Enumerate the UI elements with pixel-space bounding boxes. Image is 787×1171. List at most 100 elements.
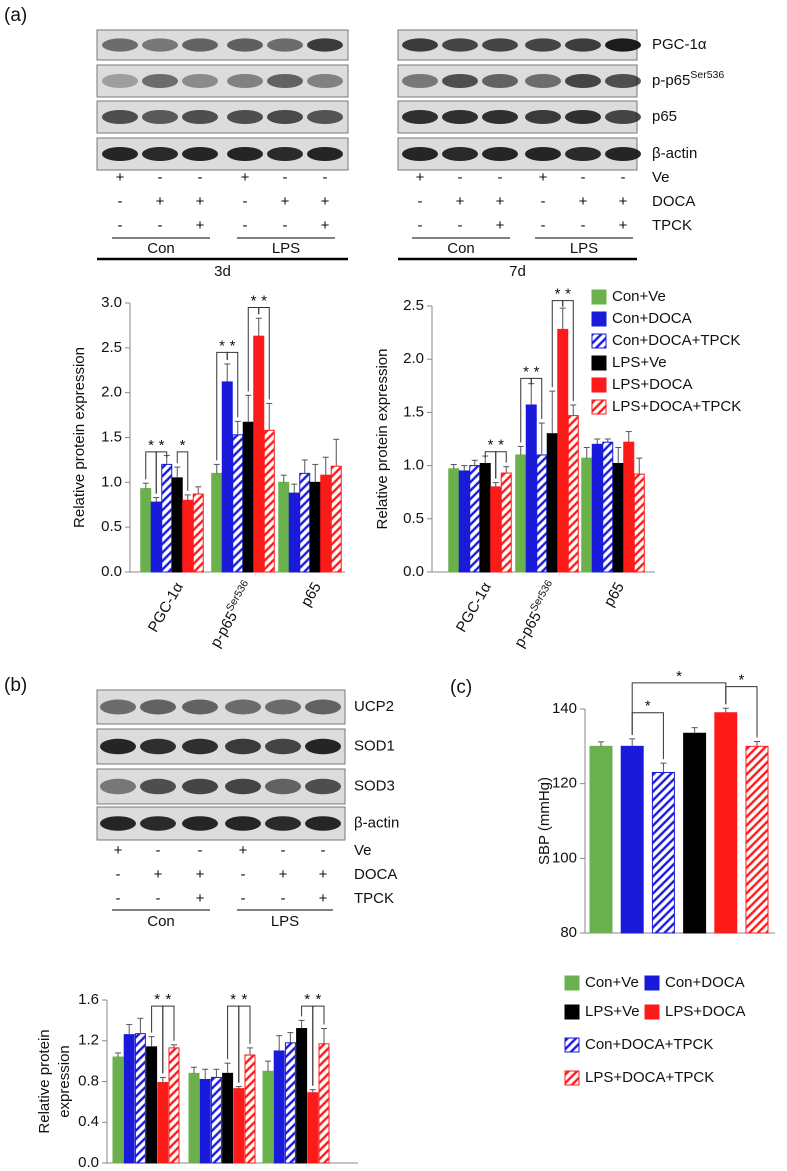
bar (320, 474, 332, 573)
blot-row-label: UCP2 (354, 698, 394, 715)
sign: - (116, 890, 121, 907)
blot-band (305, 738, 341, 755)
bar (469, 465, 481, 573)
blot-band (482, 38, 518, 52)
sign: + (321, 217, 330, 234)
y-tick-label: 1.0 (101, 473, 122, 490)
error-bar (517, 445, 524, 455)
error-bar (266, 402, 273, 431)
blot-band (525, 109, 561, 125)
bar (211, 472, 223, 573)
bar (299, 472, 311, 573)
bar (210, 1076, 222, 1164)
significance-bracket (176, 451, 189, 491)
bar (140, 488, 152, 573)
sign: + (279, 866, 288, 883)
y-tick-label: 0.8 (78, 1072, 99, 1089)
legend-swatch (591, 333, 607, 349)
blot-band (605, 73, 641, 89)
panel-label: (b) (4, 675, 27, 696)
error-bar (583, 447, 590, 459)
bar (192, 493, 204, 573)
legend-label: Con+DOCA (665, 974, 745, 991)
bar (168, 1047, 180, 1164)
x-tick-label-main: p-p65 (207, 609, 241, 651)
sign: - (198, 169, 203, 186)
blot-band (267, 73, 303, 89)
significance-label: * (498, 437, 504, 454)
blot-band (305, 816, 341, 831)
y-tick-label: 1.5 (101, 428, 122, 445)
error-bar (291, 483, 298, 494)
sign: + (456, 193, 465, 210)
legend-swatch (564, 1004, 580, 1020)
significance-bracket (725, 686, 758, 738)
y-axis-label: SBP (mmHg) (536, 777, 553, 865)
blot-band (267, 109, 303, 125)
error-bar (159, 1076, 166, 1083)
error-bar (115, 1052, 121, 1058)
blot-band (182, 738, 218, 755)
bar (623, 441, 635, 573)
treatment-label: TPCK (652, 217, 692, 234)
error-bar (153, 497, 160, 503)
blot-band (525, 38, 561, 52)
error-bar (301, 459, 308, 474)
group-label: LPS (272, 240, 300, 257)
bar (157, 1082, 169, 1164)
blot-band (307, 109, 343, 125)
sign: - (581, 217, 586, 234)
error-bar (280, 474, 287, 483)
bar (330, 465, 342, 573)
blot-strip (96, 137, 349, 171)
blot-band (265, 699, 301, 715)
error-bar (604, 438, 611, 443)
legend-label: LPS+Ve (612, 354, 667, 371)
sign: + (319, 866, 328, 883)
sign: - (321, 842, 326, 859)
y-tick-label: 2.0 (403, 350, 424, 367)
x-tick-label: PGC-1α (145, 579, 187, 635)
blot-band (307, 146, 343, 162)
blot-band (182, 778, 218, 795)
bar (278, 481, 290, 573)
sign: + (416, 169, 425, 186)
blot-band (140, 738, 176, 755)
sign: + (319, 890, 328, 907)
bar (284, 1042, 296, 1164)
significance-label: * (165, 991, 171, 1008)
significance-bracket (145, 451, 157, 494)
x-tick-label: p-p65Ser536 (204, 578, 257, 651)
blot-band (182, 699, 218, 715)
significance-label: * (219, 337, 225, 354)
bar (479, 462, 491, 573)
error-bar (636, 457, 643, 475)
sign: - (158, 169, 163, 186)
sign: + (496, 217, 505, 234)
y-tick-label: 1.0 (403, 457, 424, 474)
significance-label: * (645, 698, 651, 715)
bar (683, 732, 707, 934)
blot-strip (96, 768, 346, 805)
significance-bracket (258, 306, 270, 400)
sign: - (541, 193, 546, 210)
blot-band (442, 109, 478, 125)
legend-swatch (591, 311, 607, 327)
sign: - (198, 842, 203, 859)
blot-band (182, 73, 218, 89)
error-bar (722, 707, 729, 713)
sign: + (281, 193, 290, 210)
sign: + (116, 169, 125, 186)
y-tick-label: 0.5 (101, 518, 122, 535)
significance-bracket (227, 1005, 240, 1083)
blot-band (142, 73, 178, 89)
error-bar (471, 459, 478, 466)
significance-label: * (261, 292, 267, 309)
significance-label: * (251, 292, 257, 309)
error-bar (255, 317, 262, 337)
error-bar (691, 727, 698, 734)
blot-row-label: p-p65Ser536 (652, 69, 724, 89)
sign: - (283, 217, 288, 234)
sign: - (241, 866, 246, 883)
error-bar (276, 1035, 283, 1051)
